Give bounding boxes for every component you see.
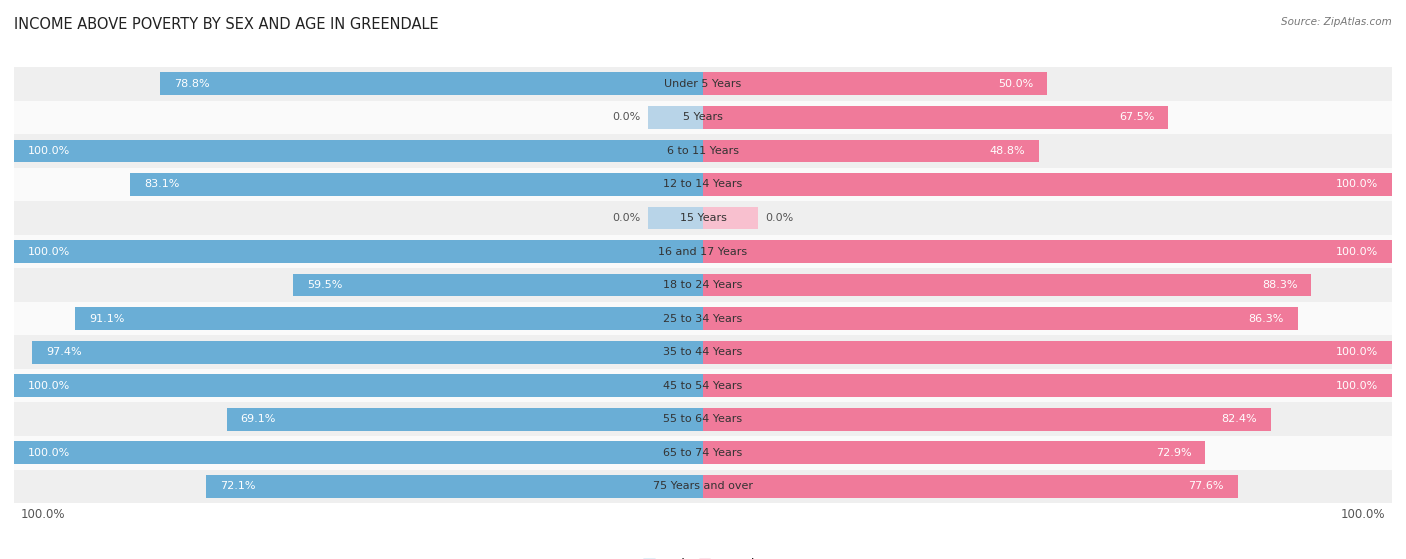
- Text: Source: ZipAtlas.com: Source: ZipAtlas.com: [1281, 17, 1392, 27]
- Bar: [703, 307, 1298, 330]
- Bar: [703, 240, 1392, 263]
- Bar: [14, 402, 1392, 436]
- Bar: [14, 268, 1392, 302]
- Bar: [14, 375, 703, 397]
- Bar: [131, 173, 703, 196]
- Text: 100.0%: 100.0%: [1336, 381, 1378, 391]
- Bar: [703, 73, 1047, 95]
- Text: 0.0%: 0.0%: [613, 213, 641, 223]
- Text: 100.0%: 100.0%: [28, 448, 70, 458]
- Bar: [703, 173, 1392, 196]
- Bar: [160, 73, 703, 95]
- Text: 100.0%: 100.0%: [21, 508, 66, 522]
- Bar: [703, 442, 1205, 464]
- Bar: [14, 134, 1392, 168]
- Text: 5 Years: 5 Years: [683, 112, 723, 122]
- Text: 82.4%: 82.4%: [1222, 414, 1257, 424]
- Bar: [703, 106, 1168, 129]
- Bar: [207, 475, 703, 498]
- Bar: [703, 375, 1392, 397]
- Text: 50.0%: 50.0%: [998, 79, 1033, 89]
- Bar: [14, 168, 1392, 201]
- Text: 72.9%: 72.9%: [1156, 448, 1191, 458]
- Bar: [14, 369, 1392, 402]
- Bar: [14, 442, 703, 464]
- Bar: [76, 307, 703, 330]
- Text: 91.1%: 91.1%: [89, 314, 125, 324]
- Bar: [14, 470, 1392, 503]
- Bar: [703, 207, 758, 229]
- Bar: [14, 235, 1392, 268]
- Text: 0.0%: 0.0%: [613, 112, 641, 122]
- Bar: [14, 101, 1392, 134]
- Legend: Male, Female: Male, Female: [638, 553, 768, 559]
- Text: 83.1%: 83.1%: [145, 179, 180, 190]
- Text: 6 to 11 Years: 6 to 11 Years: [666, 146, 740, 156]
- Text: 65 to 74 Years: 65 to 74 Years: [664, 448, 742, 458]
- Bar: [14, 140, 703, 162]
- Text: 18 to 24 Years: 18 to 24 Years: [664, 280, 742, 290]
- Text: 59.5%: 59.5%: [307, 280, 342, 290]
- Bar: [703, 408, 1271, 430]
- Bar: [14, 302, 1392, 335]
- Text: 69.1%: 69.1%: [240, 414, 276, 424]
- Bar: [32, 341, 703, 363]
- Text: Under 5 Years: Under 5 Years: [665, 79, 741, 89]
- Bar: [292, 274, 703, 296]
- Bar: [226, 408, 703, 430]
- Bar: [14, 201, 1392, 235]
- Text: 100.0%: 100.0%: [1336, 179, 1378, 190]
- Text: 100.0%: 100.0%: [28, 146, 70, 156]
- Text: 100.0%: 100.0%: [28, 247, 70, 257]
- Bar: [648, 207, 703, 229]
- Text: 100.0%: 100.0%: [1336, 347, 1378, 357]
- Bar: [703, 341, 1392, 363]
- Text: 67.5%: 67.5%: [1119, 112, 1154, 122]
- Text: INCOME ABOVE POVERTY BY SEX AND AGE IN GREENDALE: INCOME ABOVE POVERTY BY SEX AND AGE IN G…: [14, 17, 439, 32]
- Bar: [14, 436, 1392, 470]
- Bar: [648, 106, 703, 129]
- Text: 86.3%: 86.3%: [1249, 314, 1284, 324]
- Text: 72.1%: 72.1%: [221, 481, 256, 491]
- Text: 16 and 17 Years: 16 and 17 Years: [658, 247, 748, 257]
- Text: 100.0%: 100.0%: [28, 381, 70, 391]
- Text: 12 to 14 Years: 12 to 14 Years: [664, 179, 742, 190]
- Text: 88.3%: 88.3%: [1263, 280, 1298, 290]
- Bar: [14, 335, 1392, 369]
- Text: 75 Years and over: 75 Years and over: [652, 481, 754, 491]
- Text: 100.0%: 100.0%: [1340, 508, 1385, 522]
- Text: 45 to 54 Years: 45 to 54 Years: [664, 381, 742, 391]
- Text: 48.8%: 48.8%: [990, 146, 1025, 156]
- Bar: [14, 240, 703, 263]
- Text: 55 to 64 Years: 55 to 64 Years: [664, 414, 742, 424]
- Bar: [703, 140, 1039, 162]
- Bar: [14, 67, 1392, 101]
- Text: 35 to 44 Years: 35 to 44 Years: [664, 347, 742, 357]
- Text: 78.8%: 78.8%: [174, 79, 209, 89]
- Text: 15 Years: 15 Years: [679, 213, 727, 223]
- Text: 0.0%: 0.0%: [765, 213, 793, 223]
- Bar: [703, 475, 1237, 498]
- Text: 77.6%: 77.6%: [1188, 481, 1223, 491]
- Text: 97.4%: 97.4%: [46, 347, 82, 357]
- Text: 25 to 34 Years: 25 to 34 Years: [664, 314, 742, 324]
- Text: 100.0%: 100.0%: [1336, 247, 1378, 257]
- Bar: [703, 274, 1312, 296]
